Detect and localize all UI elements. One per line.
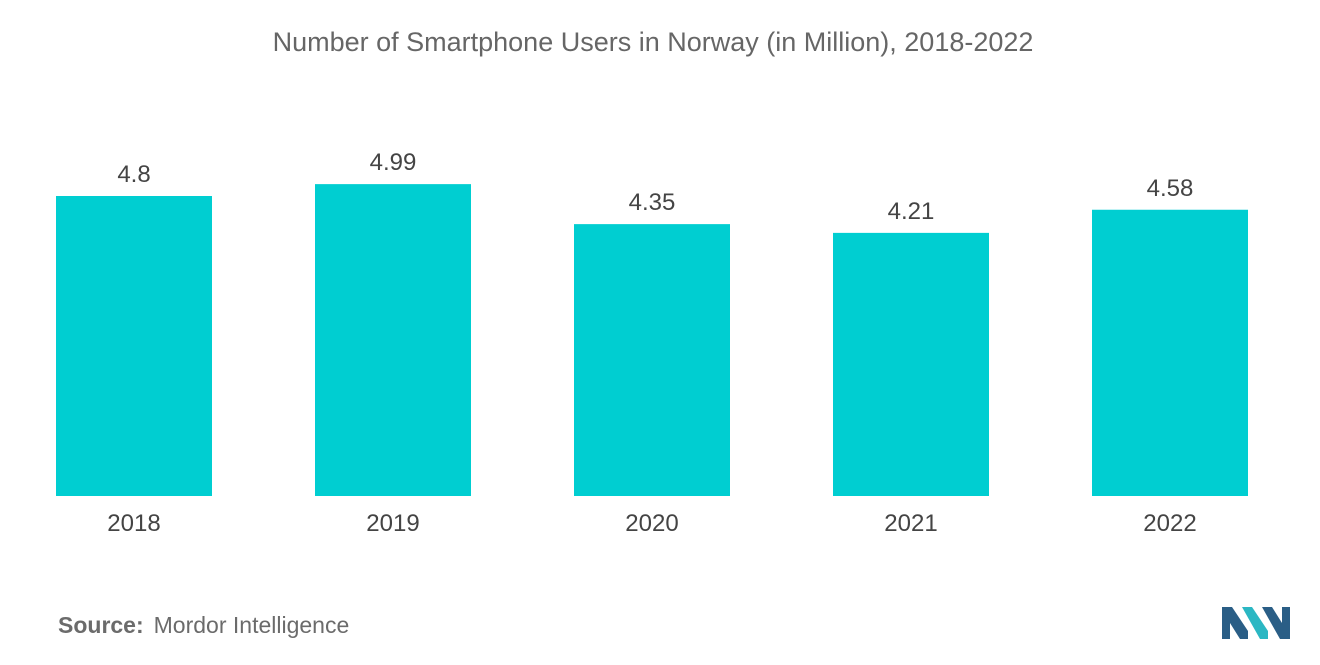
value-label-2021: 4.21: [888, 198, 935, 225]
x-tick-label-2018: 2018: [107, 510, 160, 537]
bar-2018: [56, 196, 212, 496]
bar-2022: [1092, 209, 1248, 496]
value-label-2019: 4.99: [370, 149, 417, 176]
bar-2019: [315, 184, 471, 496]
bars-group: [56, 184, 1248, 496]
x-tick-label-2021: 2021: [884, 510, 937, 537]
value-labels-group: 4.8 4.99 4.35 4.21 4.58: [117, 149, 1193, 225]
chart-title: Number of Smartphone Users in Norway (in…: [273, 27, 1034, 57]
x-tick-label-2020: 2020: [625, 510, 678, 537]
logo-middle-stroke: [1242, 607, 1268, 639]
bar-2021: [833, 232, 989, 496]
value-label-2020: 4.35: [629, 189, 676, 216]
source-note: Source: Mordor Intelligence: [58, 612, 349, 639]
source-name: Mordor Intelligence: [153, 612, 350, 638]
mordor-intelligence-logo-icon: [1222, 607, 1290, 639]
x-tick-label-2022: 2022: [1143, 510, 1196, 537]
bar-2020: [574, 224, 730, 496]
x-axis-tick-labels: 2018 2019 2020 2021 2022: [107, 510, 1196, 537]
logo-left-stroke: [1222, 607, 1248, 639]
logo-right-stroke: [1262, 607, 1290, 639]
value-label-2022: 4.58: [1147, 175, 1194, 202]
x-tick-label-2019: 2019: [366, 510, 419, 537]
value-label-2018: 4.8: [117, 161, 150, 188]
source-label: Source:: [58, 612, 144, 638]
